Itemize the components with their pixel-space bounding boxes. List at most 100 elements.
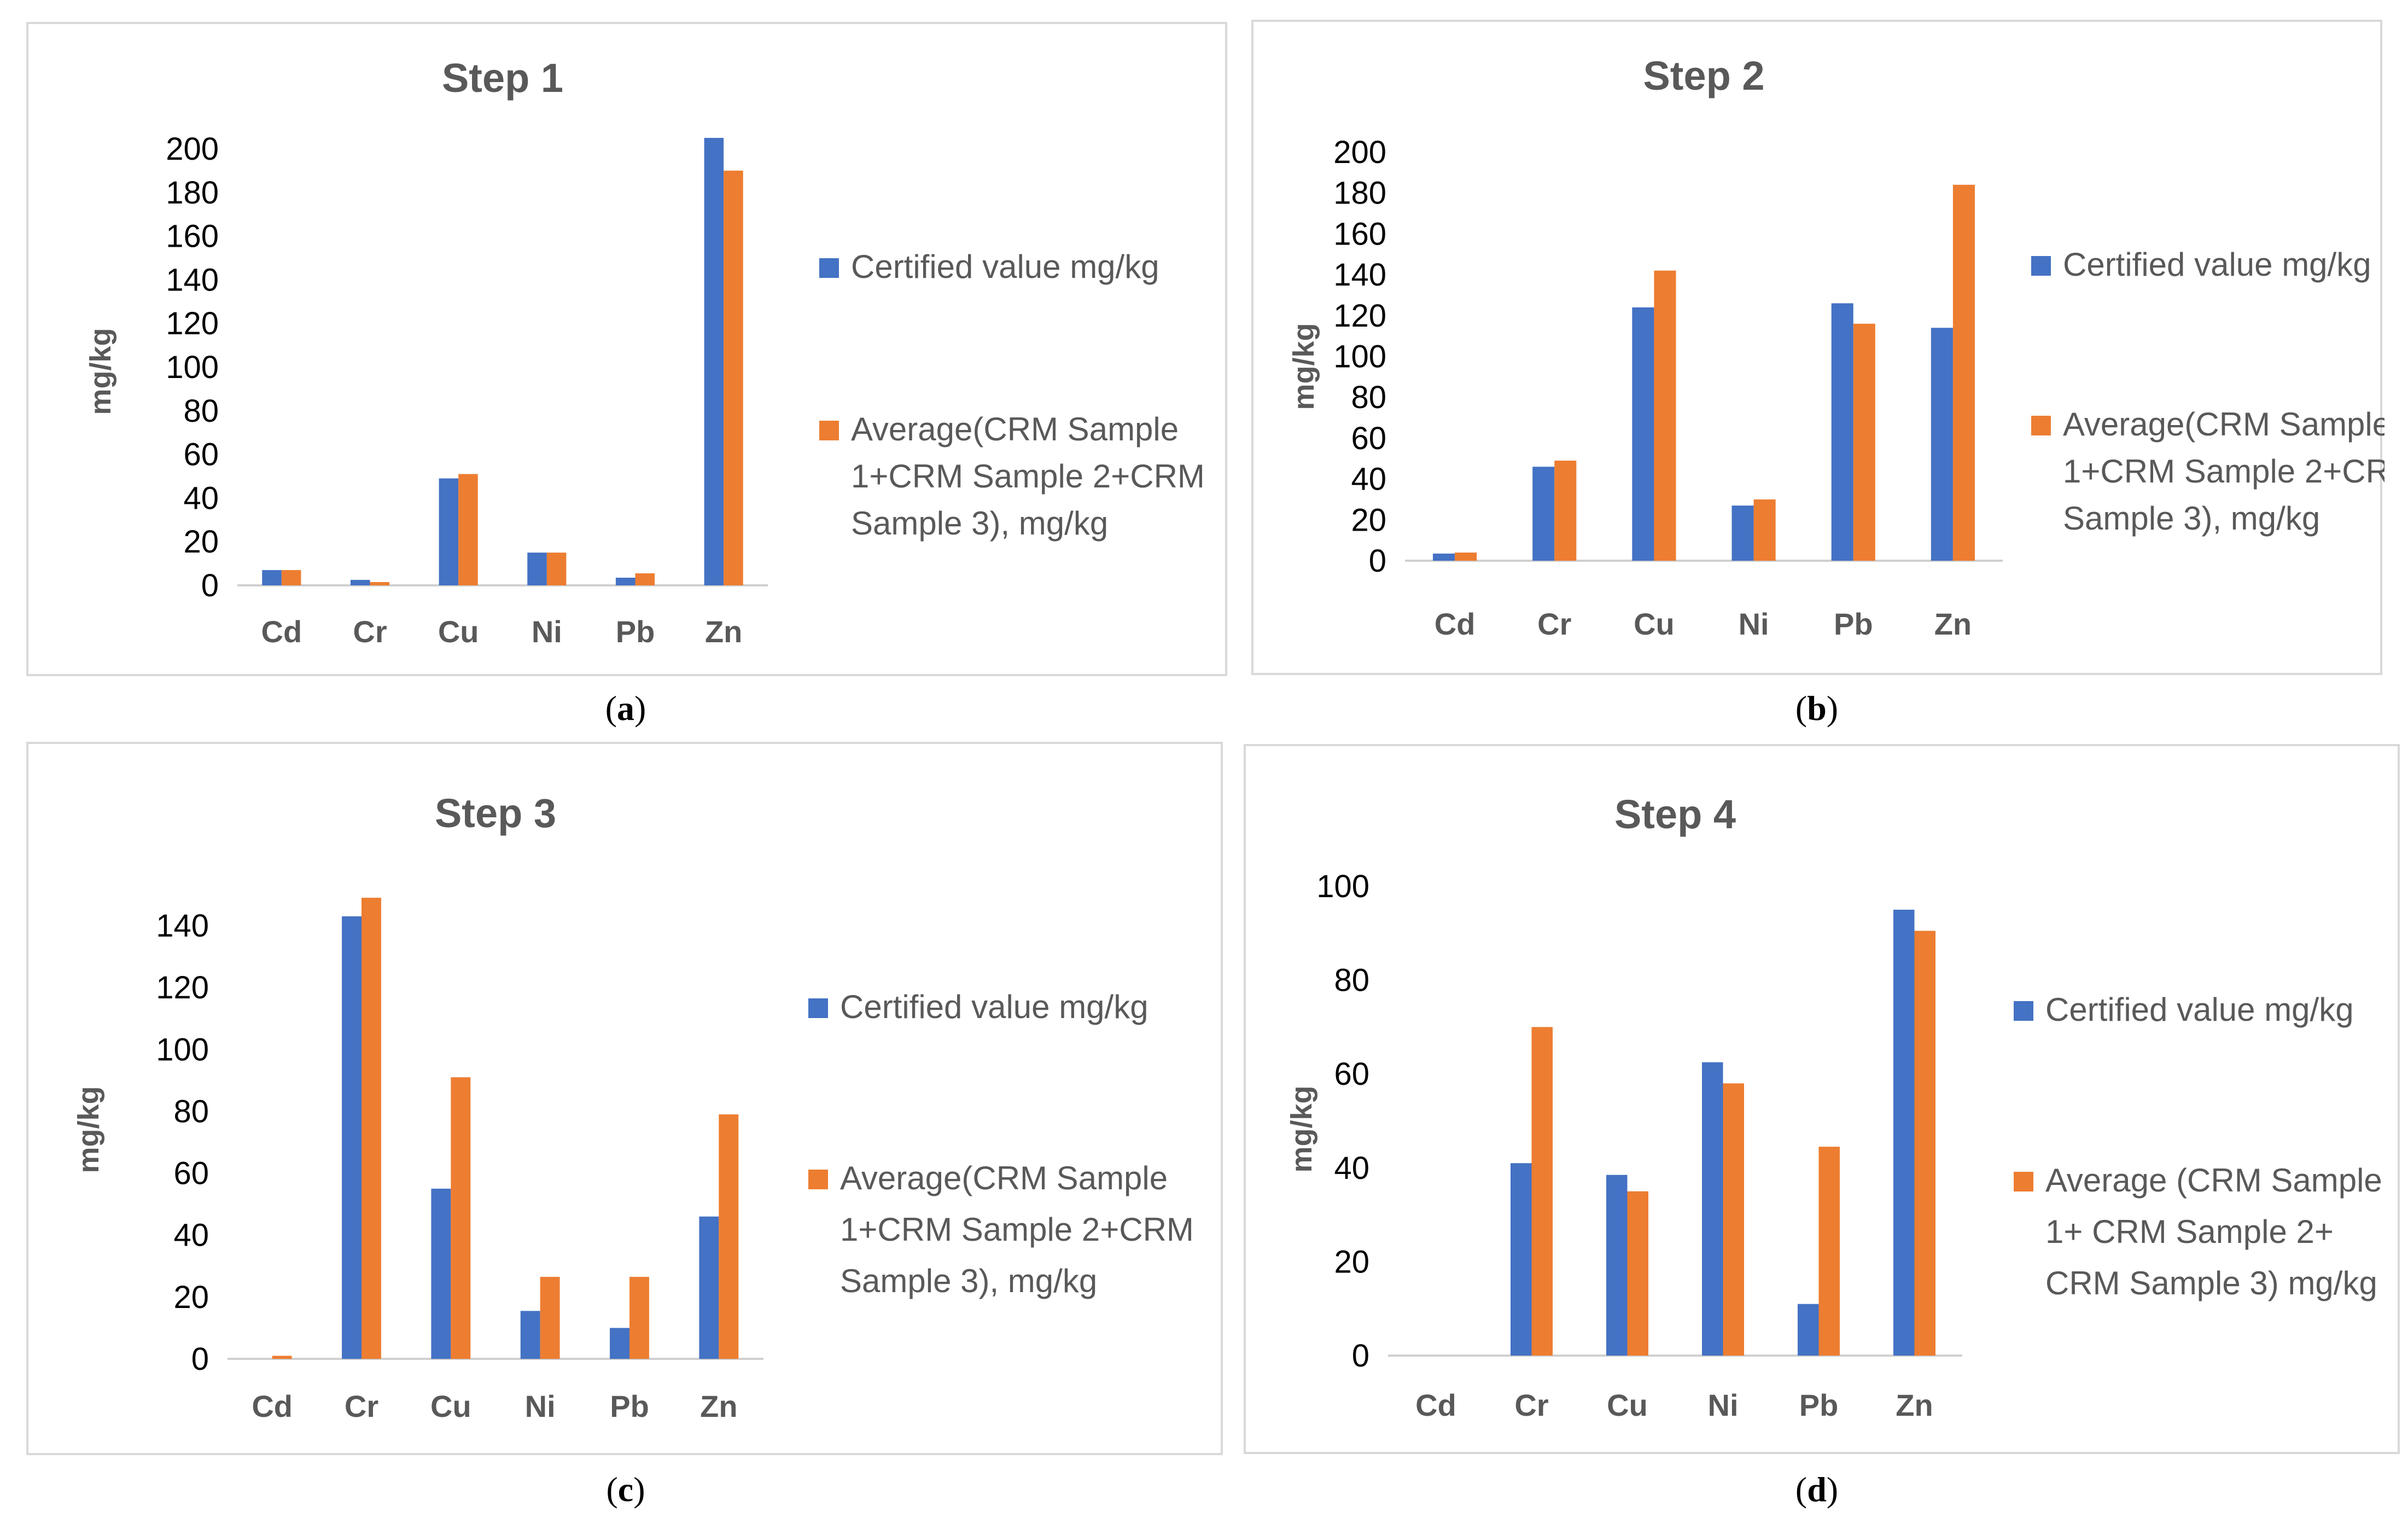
chart-svg-b: Step 2 mg/kg 0 20 40 60 80 100 120 140 160 180 200 Cd… — [1287, 53, 2384, 641]
x-tick-label: Zn — [1934, 607, 1972, 641]
chart-title: Step 1 — [442, 55, 563, 101]
chart-title: Step 2 — [1643, 53, 1764, 98]
legend-marker-average — [819, 421, 839, 440]
y-tick-label: 60 — [1334, 1056, 1369, 1092]
bar-certified-ni — [520, 1311, 540, 1359]
y-tick-label: 120 — [1333, 298, 1386, 334]
bar-certified-cu — [1606, 1175, 1628, 1356]
x-tick-label: Cd — [1415, 1388, 1456, 1422]
bar-average-cd — [1455, 553, 1477, 561]
bar-certified-cd — [262, 570, 282, 585]
bar-certified-zn — [704, 138, 724, 586]
y-tick-label: 140 — [166, 262, 219, 298]
y-tick-label: 140 — [1333, 257, 1386, 293]
bar-average-cu — [458, 474, 478, 585]
y-tick-label: 80 — [1334, 963, 1369, 998]
legend-label: 1+CRM Sample 2+CRM — [2063, 453, 2384, 490]
y-tick-label: 0 — [191, 1341, 209, 1377]
y-tick-label: 60 — [173, 1156, 209, 1191]
x-tick-label: Pb — [610, 1389, 649, 1423]
bar-average-zn — [1952, 184, 1975, 561]
y-tick-label: 0 — [1369, 543, 1386, 579]
y-tick-label: 160 — [166, 219, 219, 254]
x-tick-label: Pb — [1799, 1388, 1839, 1422]
bar-average-cu — [1627, 1191, 1648, 1356]
bar-average-cr — [1531, 1027, 1553, 1356]
chart-svg-a: Step 1 mg/kg 0 20 40 60 80 100 120 140 160 180 200 Cd… — [84, 55, 1205, 649]
legend-label: Average(CRM Sample — [840, 1160, 1168, 1196]
legend-label: Average (CRM Sample — [2045, 1162, 2382, 1199]
y-axis-label: mg/kg — [72, 1086, 105, 1173]
y-tick-label: 100 — [166, 350, 219, 385]
caption-letter: d — [1807, 1470, 1827, 1509]
caption-b: (b) — [1795, 689, 1839, 728]
bar-average-cr — [362, 898, 381, 1359]
bar-certified-cd — [1433, 553, 1455, 561]
caption-d: (d) — [1795, 1470, 1839, 1509]
legend-label: Certified value mg/kg — [2063, 246, 2371, 283]
y-tick-label: 60 — [183, 437, 219, 473]
bar-certified-cr — [1511, 1163, 1532, 1356]
x-tick-label: Cr — [1514, 1388, 1548, 1422]
legend-marker-certified — [808, 998, 828, 1018]
legend-label: Certified value mg/kg — [851, 248, 1159, 285]
x-tick-label: Cu — [430, 1389, 471, 1423]
bar-certified-cu — [1632, 307, 1654, 561]
x-tick-label: Cu — [438, 614, 479, 649]
legend-label: 1+CRM Sample 2+CRM — [840, 1211, 1194, 1248]
bar-certified-ni — [1702, 1062, 1723, 1356]
y-tick-label: 80 — [183, 393, 219, 429]
x-tick-label: Cd — [1435, 607, 1476, 641]
bar-average-zn — [719, 1114, 739, 1359]
chart-panel-d: Step 4 mg/kg 0 20 40 60 80 100 Cd Cr Cu Ni Pb Zn Certi… — [1244, 744, 2400, 1454]
bar-average-cr — [370, 582, 390, 585]
chart-panel-b: Step 2 mg/kg 0 20 40 60 80 100 120 140 160 180 200 Cd… — [1251, 20, 2384, 675]
chart-title: Step 3 — [435, 790, 556, 836]
bar-average-zn — [724, 170, 743, 585]
x-tick-label: Ni — [1708, 1388, 1739, 1422]
y-tick-label: 120 — [156, 970, 209, 1005]
bar-certified-cr — [350, 580, 370, 585]
y-tick-label: 20 — [183, 524, 219, 560]
bar-certified-cu — [431, 1188, 451, 1359]
x-tick-label: Cd — [261, 614, 302, 649]
legend-marker-certified — [819, 258, 839, 278]
bar-average-cu — [1654, 270, 1676, 561]
y-tick-label: 40 — [1351, 462, 1386, 497]
bar-certified-pb — [1831, 303, 1853, 561]
y-tick-label: 0 — [1352, 1338, 1369, 1374]
bar-certified-zn — [699, 1216, 719, 1359]
x-tick-label: Ni — [525, 1389, 556, 1423]
legend-label: Average(CRM Sample — [851, 411, 1179, 447]
bar-average-cu — [451, 1077, 471, 1359]
x-tick-label: Pb — [616, 614, 655, 649]
bar-certified-cr — [1532, 467, 1555, 561]
legend-label: Certified value mg/kg — [840, 989, 1148, 1025]
bar-certified-pb — [1798, 1304, 1819, 1356]
x-tick-label: Zn — [705, 614, 742, 649]
x-tick-label: Cr — [1537, 607, 1571, 641]
bar-average-cr — [1554, 460, 1577, 561]
bar-average-pb — [635, 573, 655, 585]
y-tick-label: 40 — [1334, 1150, 1369, 1186]
y-tick-label: 60 — [1351, 421, 1386, 456]
bar-certified-zn — [1893, 909, 1915, 1356]
x-tick-label: Ni — [532, 614, 562, 649]
legend-marker-certified — [2031, 256, 2051, 276]
bar-average-pb — [1818, 1147, 1840, 1356]
y-tick-label: 20 — [1334, 1244, 1369, 1280]
y-tick-label: 80 — [173, 1094, 209, 1129]
chart-title: Step 4 — [1614, 792, 1736, 837]
bar-average-ni — [546, 553, 567, 585]
y-axis-label: mg/kg — [84, 328, 117, 415]
bar-average-cd — [281, 570, 301, 585]
y-tick-label: 180 — [1333, 176, 1386, 211]
caption-c: (c) — [606, 1470, 645, 1509]
legend-marker-average — [2031, 416, 2051, 435]
bar-average-pb — [629, 1277, 649, 1359]
bar-average-ni — [1723, 1083, 1744, 1356]
legend-label: Certified value mg/kg — [2045, 991, 2354, 1028]
y-axis-label: mg/kg — [1285, 1085, 1318, 1172]
y-tick-label: 20 — [173, 1280, 209, 1315]
legend-label: Sample 3), mg/kg — [840, 1263, 1097, 1299]
